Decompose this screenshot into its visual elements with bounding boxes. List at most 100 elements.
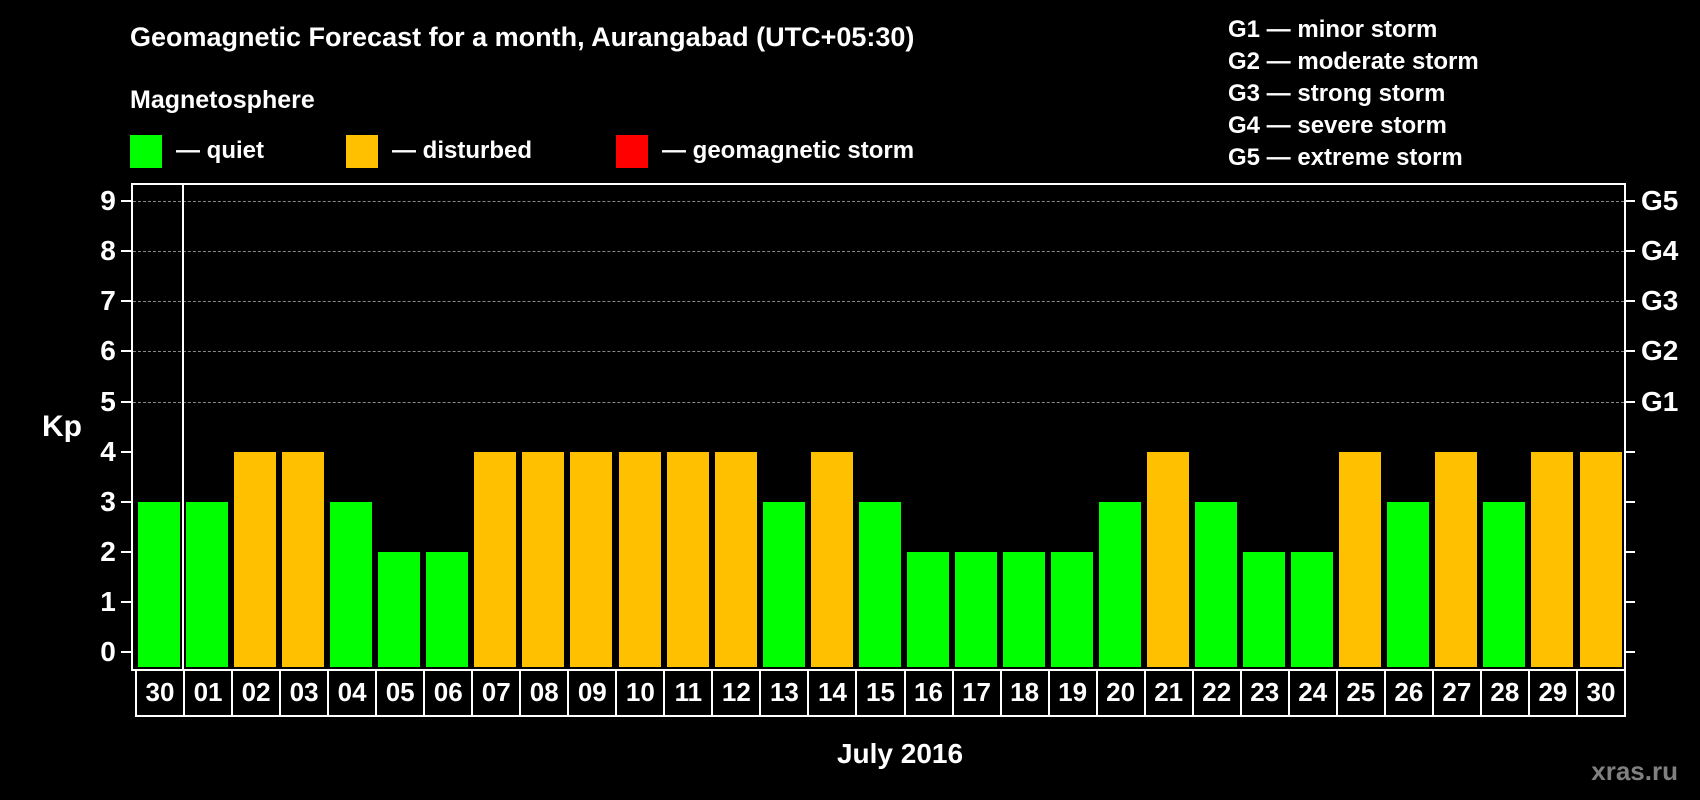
bar-quiet: [1050, 551, 1093, 667]
right-tick: [1625, 400, 1635, 403]
day-label: 07: [473, 669, 522, 715]
day-label: 30: [137, 669, 186, 715]
y-tick: [121, 651, 131, 653]
bar-disturbed: [474, 451, 517, 667]
day-label: 04: [329, 669, 378, 715]
bar-quiet: [378, 551, 421, 667]
storm-level-label: G1: [1641, 385, 1679, 417]
bar-quiet: [1483, 501, 1526, 667]
right-tick: [1625, 600, 1635, 603]
storm-level-label: G2: [1641, 335, 1679, 367]
day-label: 11: [665, 669, 714, 715]
storm-level-label: G3: [1641, 285, 1679, 317]
bar-disturbed: [570, 451, 613, 667]
gridline: [133, 201, 1624, 203]
bar-quiet: [138, 501, 180, 667]
day-label: 06: [425, 669, 474, 715]
bar-disturbed: [282, 451, 325, 667]
chart-title: Geomagnetic Forecast for a month, Aurang…: [130, 22, 915, 52]
y-tick: [121, 200, 131, 203]
bar-disturbed: [1579, 451, 1622, 667]
y-tick: [121, 450, 131, 453]
gridline: [133, 251, 1624, 253]
day-label: 25: [1338, 669, 1386, 715]
bar-quiet: [1099, 501, 1141, 667]
legend-item-disturbed: — disturbed: [346, 134, 532, 168]
day-label: 28: [1482, 669, 1530, 715]
day-label: 14: [809, 669, 858, 715]
bar-quiet: [1002, 551, 1045, 667]
month-separator: [182, 183, 184, 669]
bar-quiet: [954, 551, 997, 667]
bar-disturbed: [714, 451, 757, 667]
storm-scale-g3: G3 — strong storm: [1228, 80, 1446, 107]
bar-quiet: [330, 501, 373, 667]
bar-quiet: [1387, 501, 1430, 667]
right-tick: [1625, 250, 1635, 253]
right-tick: [1625, 550, 1635, 553]
storm-scale-g1: G1 — minor storm: [1228, 16, 1438, 43]
y-tick-label: 2: [100, 535, 116, 567]
disturbed-swatch: [346, 134, 378, 168]
y-axis-label: Kp: [42, 410, 82, 443]
y-tick-label: 3: [100, 485, 116, 517]
y-tick-label: 9: [100, 185, 116, 217]
bar-quiet: [1195, 501, 1238, 667]
y-tick: [121, 250, 131, 253]
y-tick: [121, 500, 131, 503]
day-label: 19: [1050, 669, 1098, 715]
day-label: 18: [1002, 669, 1050, 715]
y-tick: [121, 350, 131, 353]
right-tick: [1625, 651, 1635, 653]
day-label: 20: [1098, 669, 1146, 715]
storm-scale-legend: G1 — minor storm G2 — moderate storm G3 …: [1228, 14, 1479, 174]
legend-label: — geomagnetic storm: [662, 137, 915, 164]
y-tick-label: 1: [100, 585, 116, 617]
legend-label: — quiet: [176, 137, 264, 164]
bar-quiet: [906, 551, 949, 667]
legend-item-storm: — geomagnetic storm: [616, 134, 914, 168]
bar-disturbed: [810, 451, 853, 667]
storm-scale-g2: G2 — moderate storm: [1228, 48, 1479, 75]
y-tick: [121, 550, 131, 553]
day-label: 10: [617, 669, 666, 715]
right-tick: [1625, 300, 1635, 303]
day-label: 15: [857, 669, 906, 715]
y-tick: [121, 600, 131, 603]
day-label: 03: [281, 669, 330, 715]
bar-disturbed: [1147, 451, 1190, 667]
y-tick-label: 0: [100, 636, 116, 667]
gridline: [133, 301, 1624, 303]
right-tick: [1625, 350, 1635, 353]
day-label: 26: [1386, 669, 1434, 715]
day-label: 23: [1242, 669, 1290, 715]
bar-quiet: [858, 501, 901, 667]
bar-quiet: [186, 501, 229, 667]
storm-level-label: G5: [1641, 185, 1679, 217]
bar-disturbed: [1339, 451, 1382, 667]
day-label: 16: [906, 669, 954, 715]
legend-item-quiet: — quiet: [130, 134, 264, 168]
bar-quiet: [762, 501, 805, 667]
y-tick-label: 5: [100, 385, 116, 417]
gridline: [133, 401, 1624, 403]
day-label: 27: [1434, 669, 1482, 715]
x-axis-label: July 2016: [836, 738, 964, 769]
day-label: 30: [1586, 676, 1616, 707]
day-label: 13: [761, 669, 810, 715]
y-tick: [121, 300, 131, 303]
y-tick-label: 8: [100, 235, 116, 267]
day-label: 17: [954, 669, 1002, 715]
day-label: 12: [713, 669, 762, 715]
plot-area: [131, 183, 1626, 671]
right-tick: [1625, 200, 1635, 203]
day-label: 08: [521, 669, 570, 715]
day-label: 21: [1146, 669, 1194, 715]
storm-level-label: G4: [1641, 235, 1679, 267]
day-label: 02: [233, 669, 282, 715]
y-tick-label: 4: [100, 435, 116, 467]
y-tick-label: 7: [100, 285, 116, 317]
storm-scale-g4: G4 — severe storm: [1228, 112, 1447, 139]
day-label: 22: [1194, 669, 1242, 715]
bar-disturbed: [666, 451, 709, 667]
